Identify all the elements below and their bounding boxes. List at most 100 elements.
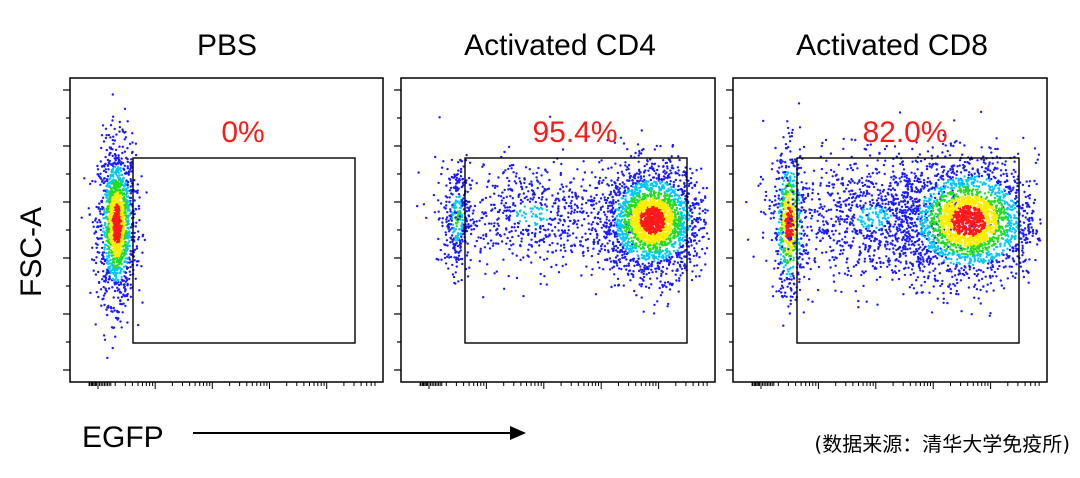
event-dot — [628, 214, 631, 217]
event-dot — [573, 211, 576, 214]
event-dot — [496, 222, 499, 225]
event-dot — [559, 249, 562, 252]
event-dot — [111, 239, 115, 243]
event-dot — [670, 203, 674, 206]
event-dot — [626, 191, 630, 194]
event-dot — [665, 182, 668, 185]
event-dot — [466, 251, 469, 254]
x-axis-ticks — [88, 382, 376, 389]
event-dot — [673, 219, 676, 223]
event-dot — [113, 187, 117, 191]
event-dot — [679, 274, 682, 277]
event-dot — [607, 229, 610, 232]
event-dot — [106, 247, 109, 251]
event-dot — [119, 163, 123, 166]
event-dot — [599, 245, 603, 248]
event-dot — [676, 261, 680, 264]
event-dot — [98, 251, 101, 254]
event-dot — [575, 204, 579, 208]
event-dot — [524, 166, 528, 169]
event-dot — [504, 206, 507, 209]
event-dot — [123, 211, 126, 215]
event-dot — [681, 174, 684, 177]
event-dot — [618, 260, 622, 264]
event-dot — [451, 273, 455, 276]
event-dot — [455, 176, 458, 180]
event-dot — [608, 239, 611, 242]
event-dot — [116, 223, 120, 227]
event-dot — [658, 214, 662, 218]
event-dot — [126, 222, 130, 225]
event-dot — [626, 187, 630, 190]
event-dot — [111, 286, 114, 289]
event-dot — [622, 232, 626, 236]
event-dot — [644, 250, 647, 253]
event-dot — [516, 214, 519, 217]
event-dot — [625, 185, 628, 188]
event-dot — [647, 180, 650, 183]
event-dot — [521, 228, 525, 232]
event-dot — [633, 289, 636, 293]
event-dot — [642, 279, 645, 282]
event-dot — [123, 237, 126, 241]
event-dot — [703, 220, 706, 223]
event-dot — [581, 251, 585, 255]
event-dot — [446, 224, 450, 227]
event-dot — [704, 211, 707, 215]
event-dot — [626, 207, 629, 210]
event-dot — [702, 235, 705, 238]
event-dot — [693, 218, 696, 221]
event-dot — [583, 171, 587, 174]
event-dot — [496, 185, 499, 188]
event-dot — [777, 177, 780, 180]
event-dot — [535, 241, 539, 244]
event-dot — [482, 237, 485, 241]
event-dot — [106, 356, 109, 360]
event-dot — [656, 300, 659, 303]
event-dot — [595, 186, 599, 190]
event-dot — [103, 246, 106, 249]
event-dot — [119, 207, 123, 211]
event-dot — [102, 227, 105, 230]
event-dot — [604, 213, 607, 216]
event-dot — [129, 249, 132, 253]
event-dot — [689, 167, 692, 170]
event-dot — [96, 164, 99, 168]
event-dot — [570, 205, 573, 208]
event-dot — [658, 198, 662, 202]
event-dot — [625, 231, 628, 235]
event-dot — [495, 270, 498, 273]
event-dot — [653, 250, 656, 254]
event-dot — [486, 242, 490, 245]
event-dot — [617, 199, 620, 202]
event-dot — [600, 159, 603, 162]
event-dot — [118, 177, 122, 180]
event-dot — [764, 190, 768, 194]
event-dot — [143, 238, 146, 242]
event-dot — [126, 167, 130, 170]
event-dot — [641, 180, 644, 183]
event-dot — [788, 229, 792, 233]
event-dot — [508, 179, 511, 183]
event-dot — [127, 219, 130, 222]
event-dot — [99, 221, 102, 224]
event-dot — [695, 169, 698, 172]
event-dot — [128, 142, 132, 146]
event-dot — [92, 259, 96, 262]
event-dot — [113, 139, 117, 142]
event-dot — [485, 235, 488, 238]
event-dot — [568, 188, 572, 191]
event-dot — [104, 136, 108, 140]
event-dot — [105, 268, 109, 271]
event-dot — [468, 200, 471, 203]
event-dot — [779, 154, 782, 157]
event-dot — [514, 204, 517, 207]
event-dot — [125, 277, 128, 280]
event-dot — [96, 236, 99, 240]
event-dot — [542, 258, 546, 261]
event-dot — [116, 161, 119, 164]
event-dot — [516, 225, 520, 229]
event-dot — [111, 168, 114, 172]
event-dot — [621, 215, 625, 218]
event-dot — [626, 165, 629, 169]
